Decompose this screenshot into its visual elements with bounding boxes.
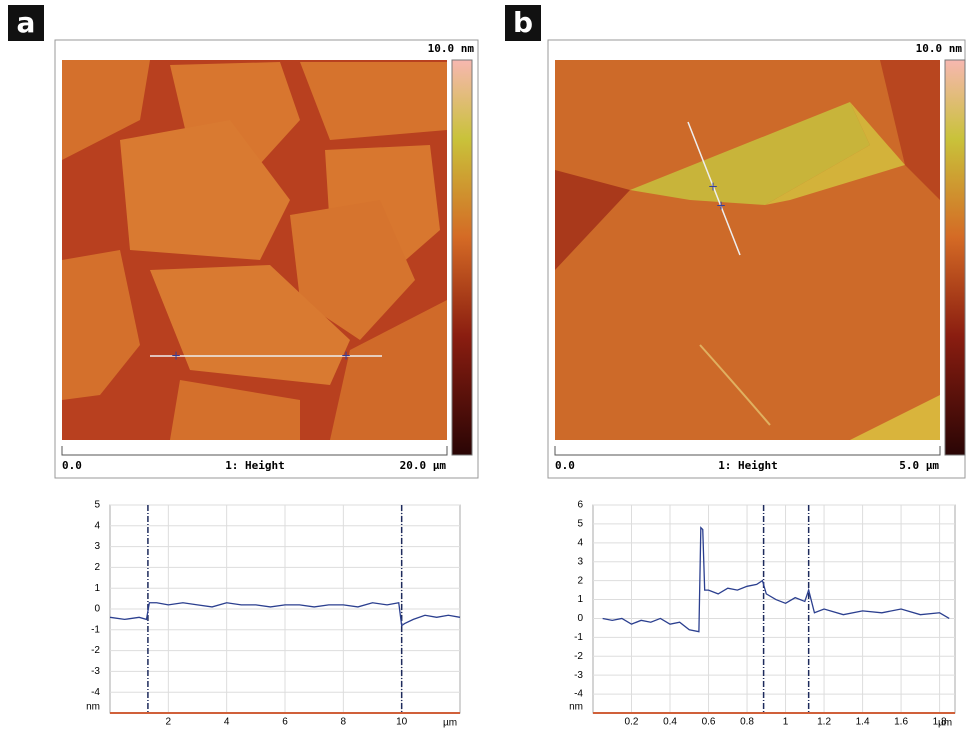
y-tick-label: 4: [94, 520, 100, 531]
panel-b: b 10.0 nm + + 0.0 1: Height 5.0 µm: [505, 5, 966, 479]
y-tick-label: -4: [574, 689, 583, 700]
x-tick-label: 1.4: [856, 717, 870, 728]
y-tick-label: 5: [94, 500, 100, 511]
y-unit: nm: [86, 702, 100, 713]
y-tick-label: 2: [94, 562, 100, 573]
x-tick-label: 0.6: [702, 717, 716, 728]
y-tick-label: 4: [577, 537, 583, 548]
svg-text:+: +: [171, 349, 181, 363]
y-tick-label: -4: [91, 687, 100, 698]
image-frame: [54, 39, 479, 479]
y-tick-label: 5: [577, 519, 583, 530]
x-tick-label: 0.2: [625, 717, 639, 728]
y-tick-label: 1: [94, 583, 100, 594]
color-bar: [451, 59, 473, 456]
x-tick-label: 10: [396, 717, 408, 728]
axis-start: 0.0: [62, 459, 82, 472]
y-tick-label: 6: [577, 500, 583, 511]
y-tick-label: 0: [94, 604, 100, 615]
x-tick-label: 2: [166, 717, 172, 728]
x-tick-label: 1.2: [817, 717, 831, 728]
x-tick-label: 1.6: [894, 717, 908, 728]
scale-max: 10.0 nm: [916, 42, 963, 55]
x-unit: µm: [443, 718, 457, 729]
x-tick-label: 8: [341, 717, 347, 728]
scale-max: 10.0 nm: [428, 42, 475, 55]
x-tick-label: 6: [282, 717, 288, 728]
plot-area: [592, 504, 956, 714]
image-axis: [554, 446, 941, 456]
y-tick-label: 3: [94, 541, 100, 552]
svg-text:+: +: [708, 180, 718, 194]
x-tick-label: 0.4: [663, 717, 677, 728]
panel-label-box: [505, 5, 541, 41]
axis-title: 1: Height: [718, 459, 778, 472]
panel-label-box: [8, 5, 44, 41]
axis-end: 20.0 µm: [400, 459, 447, 472]
y-tick-label: -1: [91, 624, 100, 635]
y-tick-label: 0: [577, 613, 583, 624]
color-bar: [944, 59, 966, 456]
axis-title: 1: Height: [225, 459, 285, 472]
svg-text:+: +: [716, 199, 726, 213]
y-tick-label: 1: [577, 594, 583, 605]
x-tick-label: 1.8: [933, 717, 947, 728]
y-tick-label: -3: [91, 666, 100, 677]
y-tick-label: 2: [577, 575, 583, 586]
x-unit: µm: [938, 718, 952, 729]
profile-line: [109, 602, 461, 627]
profile-line: [602, 526, 950, 633]
x-tick-label: 1: [783, 717, 789, 728]
y-tick-label: -1: [574, 632, 583, 643]
panel-label: b: [513, 6, 533, 39]
y-tick-label: -2: [574, 651, 583, 662]
x-tick-label: 0.8: [740, 717, 754, 728]
panel-label: a: [17, 6, 36, 39]
y-tick-label: -2: [91, 645, 100, 656]
axis-end: 5.0 µm: [899, 459, 939, 472]
afm-image: + +: [62, 60, 447, 440]
y-unit: nm: [569, 702, 583, 713]
image-axis: [61, 446, 448, 456]
svg-text:+: +: [341, 349, 351, 363]
y-tick-label: -3: [574, 670, 583, 681]
y-tick-label: 3: [577, 556, 583, 567]
axis-start: 0.0: [555, 459, 575, 472]
afm-image: + +: [555, 60, 940, 440]
panel-a: a 10.0 nm + + 0.0 1: Height 20.0 µm: [8, 5, 479, 479]
x-tick-label: 4: [224, 717, 230, 728]
